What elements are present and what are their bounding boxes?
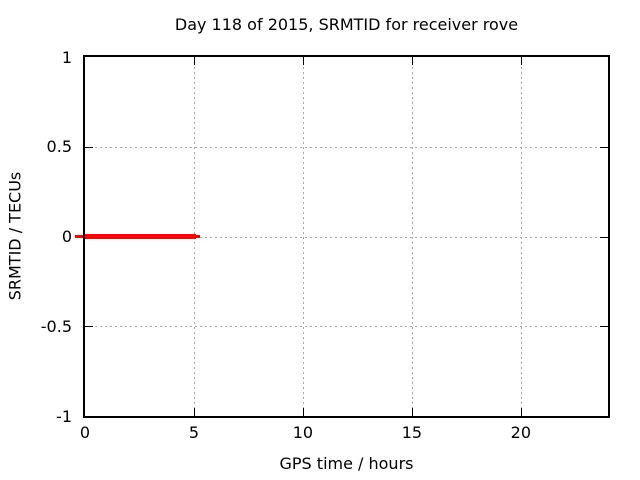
series-line-segment [196,235,201,238]
x-tick-label: 10 [292,423,314,442]
x-tick-mark-top [302,57,304,65]
y-tick-mark-right [600,326,608,328]
y-tick-label: 1 [61,47,72,67]
y-tick-label: -1 [56,406,72,426]
y-gridline [85,146,608,148]
y-tick-mark-left [85,326,93,328]
series-line-segment [75,235,84,238]
x-tick-mark-top [411,57,413,65]
y-tick-mark-right [600,236,608,238]
x-tick-mark-bottom [520,408,522,416]
x-tick-label: 0 [79,423,91,442]
y-tick-mark-right [600,146,608,148]
series-line-segment [85,234,197,239]
x-tick-label: 5 [188,423,200,442]
y-tick-mark-left [85,146,93,148]
x-axis-title: GPS time / hours [279,454,414,473]
y-gridline [85,236,608,238]
x-tick-label: 15 [401,423,423,442]
y-gridline [85,326,608,328]
x-tick-mark-bottom [302,408,304,416]
y-tick-label: 0 [61,227,72,246]
chart-title: Day 118 of 2015, SRMTID for receiver rov… [174,15,519,34]
x-tick-mark-bottom [193,408,195,416]
y-tick-label: 0.5 [46,137,72,157]
x-tick-mark-bottom [411,408,413,416]
x-tick-mark-top [520,57,522,65]
y-tick-label: -0.5 [40,316,72,336]
x-tick-label: 20 [510,423,532,442]
x-tick-mark-top [193,57,195,65]
plot-area [83,55,610,418]
